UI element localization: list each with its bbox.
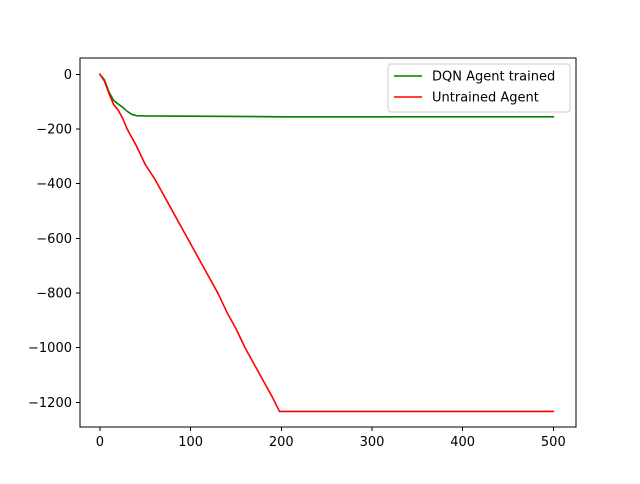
- legend-label: Untrained Agent: [432, 91, 539, 106]
- y-tick-label: −1200: [28, 396, 72, 411]
- series-line-dqn-agent-trained: [98, 73, 555, 118]
- y-tick-label: −400: [36, 177, 72, 192]
- y-axis: 0 −200 −400 −600 −800 −1000 −1200: [28, 68, 80, 411]
- x-tick-label: 100: [178, 435, 203, 450]
- x-tick-label: 500: [541, 435, 566, 450]
- x-tick-label: 300: [360, 435, 385, 450]
- y-tick-label: −1000: [28, 341, 72, 356]
- series-layer: [98, 73, 555, 413]
- y-tick-label: −200: [36, 123, 72, 138]
- y-tick-label: −800: [36, 287, 72, 302]
- x-axis: 0 100 200 300 400 500: [96, 427, 566, 450]
- axes-frame: [79, 57, 577, 428]
- y-tick-label: 0: [64, 68, 72, 83]
- legend-label: DQN Agent trained: [432, 70, 555, 85]
- x-tick-label: 0: [96, 435, 104, 450]
- plot-area: [79, 57, 577, 428]
- series-line-untrained-agent: [98, 73, 555, 413]
- x-tick-label: 400: [450, 435, 475, 450]
- legend: DQN Agent trained Untrained Agent: [387, 63, 571, 113]
- legend-box: [387, 63, 571, 113]
- y-tick-label: −600: [36, 232, 72, 247]
- x-tick-label: 200: [269, 435, 294, 450]
